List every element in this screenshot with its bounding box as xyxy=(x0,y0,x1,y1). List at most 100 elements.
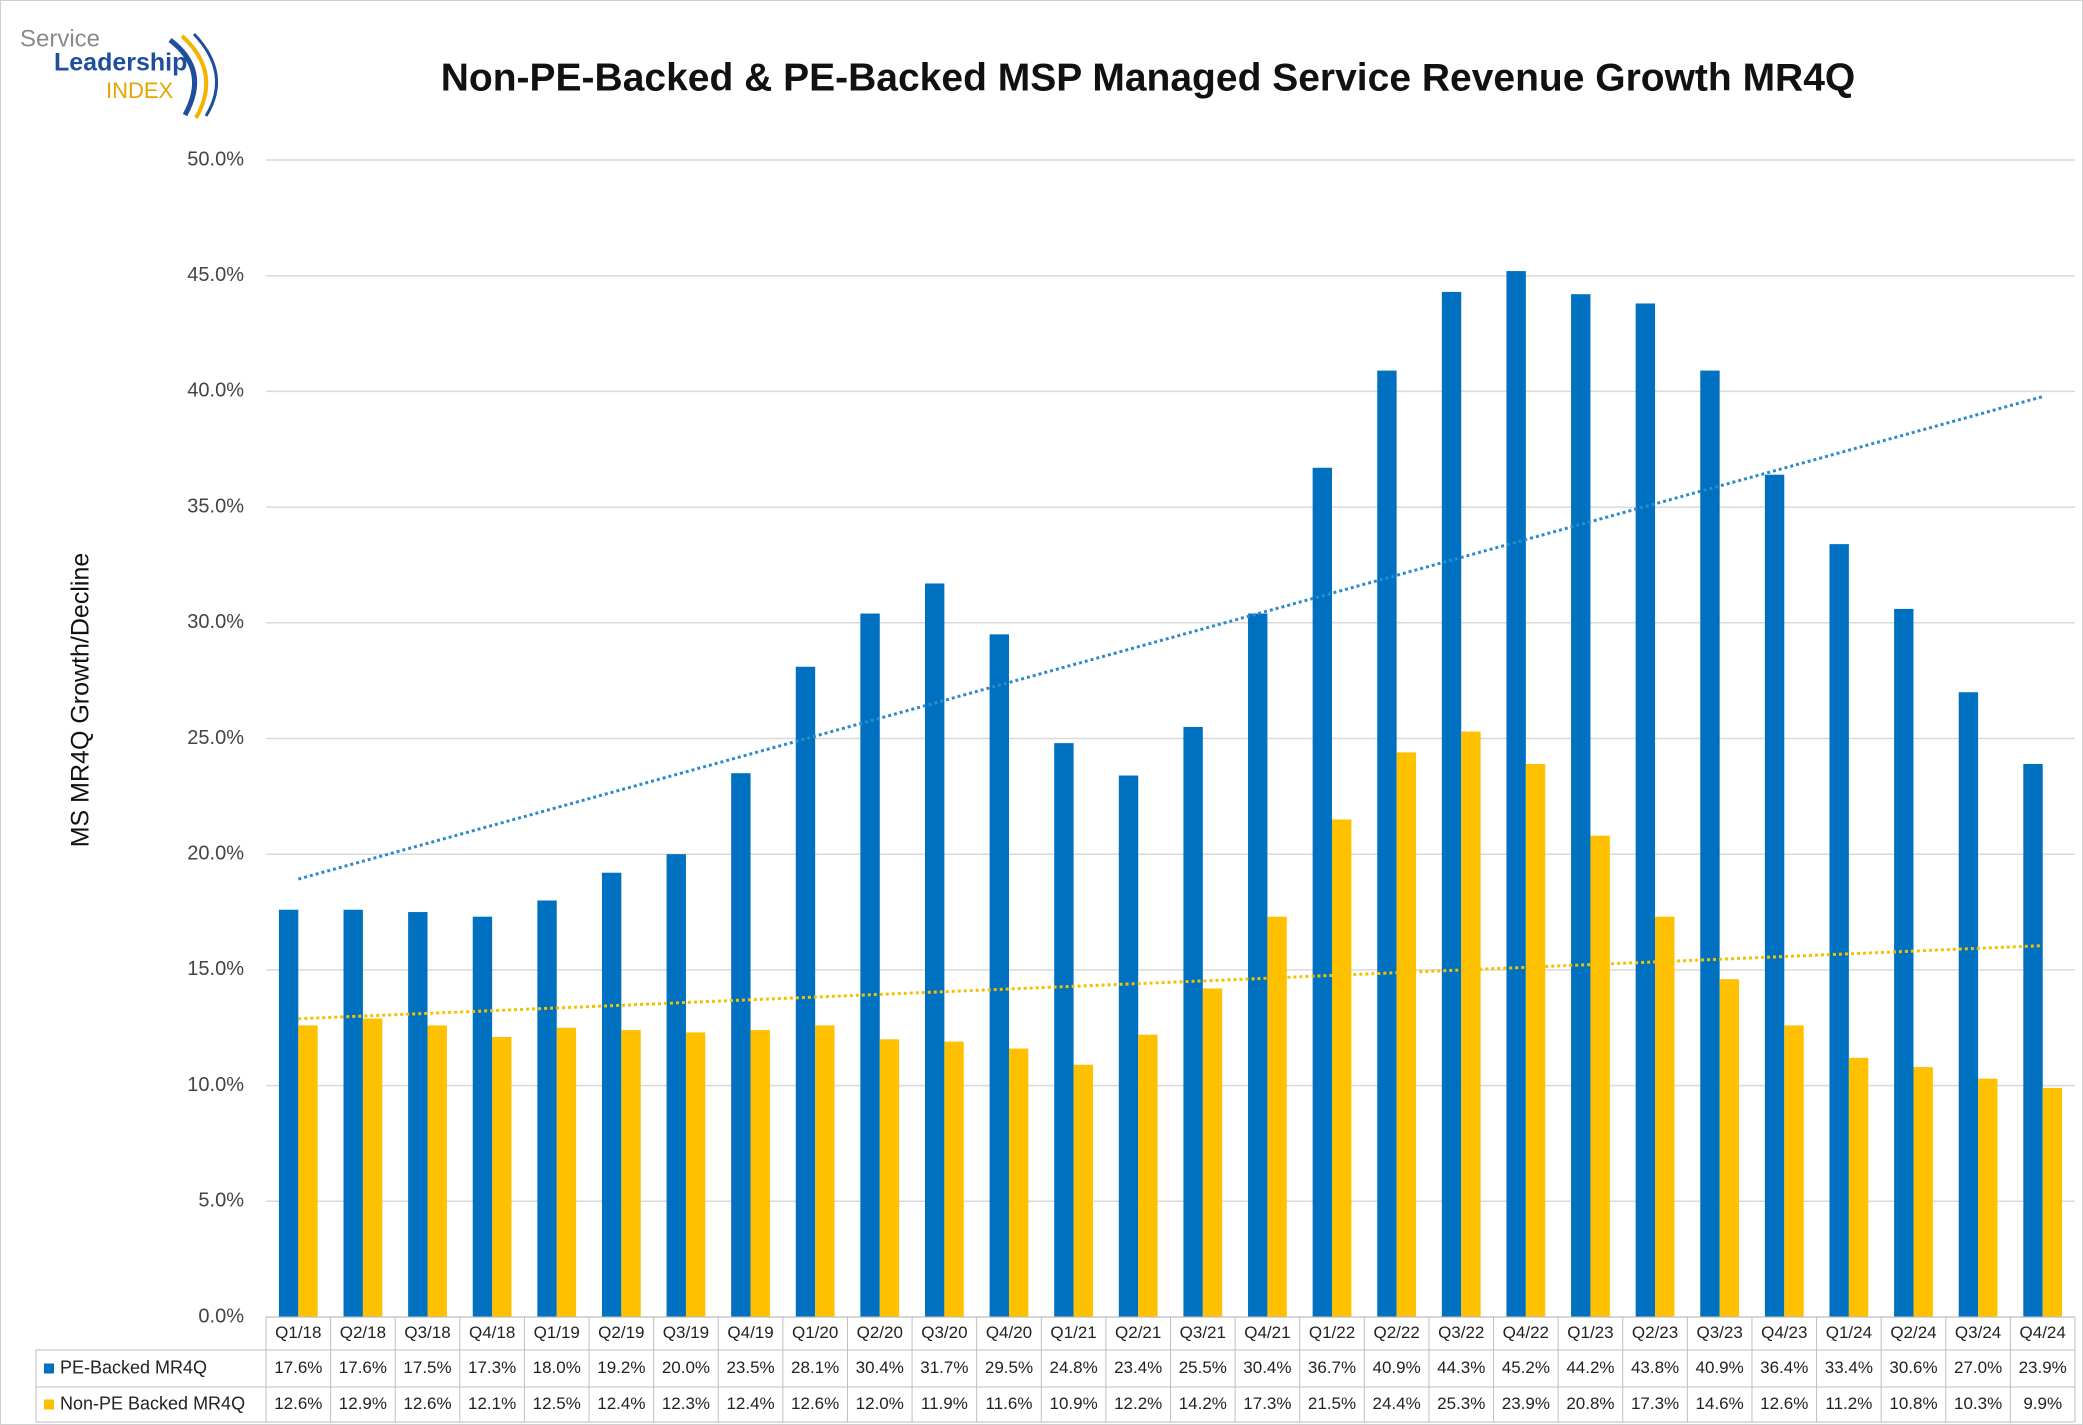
table-value: 30.6% xyxy=(1889,1358,1937,1377)
logo-text: INDEX xyxy=(106,78,174,103)
table-value: 12.3% xyxy=(662,1394,710,1413)
y-tick-label: 25.0% xyxy=(187,727,244,749)
bar xyxy=(1784,1025,1804,1317)
bar xyxy=(1894,608,1914,1317)
table-value: 11.9% xyxy=(921,1394,968,1413)
bar xyxy=(1118,775,1139,1317)
table-value: 17.3% xyxy=(1243,1394,1291,1413)
legend-swatch xyxy=(44,1399,54,1410)
x-tick-label: Q4/22 xyxy=(1503,1323,1549,1342)
table-value: 24.4% xyxy=(1373,1394,1421,1413)
x-tick-label: Q2/21 xyxy=(1115,1323,1161,1342)
table-value: 33.4% xyxy=(1825,1358,1873,1377)
bar xyxy=(1764,474,1785,1318)
bar xyxy=(1700,370,1720,1318)
table-value: 36.7% xyxy=(1308,1358,1356,1377)
table-value: 12.5% xyxy=(533,1394,581,1413)
bar xyxy=(1978,1078,1998,1317)
table-value: 40.9% xyxy=(1373,1358,1421,1377)
x-tick-label: Q2/23 xyxy=(1632,1323,1678,1342)
table-value: 12.6% xyxy=(1760,1394,1808,1413)
table-value: 21.5% xyxy=(1308,1394,1356,1413)
table-value: 12.4% xyxy=(597,1394,645,1413)
table-value: 17.3% xyxy=(468,1358,516,1377)
x-tick-label: Q4/18 xyxy=(469,1323,515,1342)
bar xyxy=(879,1039,900,1317)
bar xyxy=(1635,303,1656,1317)
bar xyxy=(1396,752,1417,1317)
table-value: 23.5% xyxy=(726,1358,774,1377)
bar xyxy=(278,909,299,1317)
bar xyxy=(924,583,945,1317)
y-axis-label: MS MR4Q Growth/Decline xyxy=(67,553,95,848)
bar xyxy=(1719,979,1740,1317)
table-value: 31.7% xyxy=(920,1358,968,1377)
bar xyxy=(1312,467,1333,1318)
bar xyxy=(472,916,493,1317)
bar xyxy=(1267,916,1287,1317)
bar xyxy=(1525,763,1546,1317)
table-value: 17.6% xyxy=(274,1358,322,1377)
y-tick-label: 20.0% xyxy=(187,842,244,864)
x-tick-label: Q1/23 xyxy=(1567,1323,1613,1342)
x-tick-label: Q1/22 xyxy=(1309,1323,1355,1342)
bar xyxy=(1073,1064,1093,1317)
x-tick-label: Q1/18 xyxy=(275,1323,321,1342)
table-value: 40.9% xyxy=(1696,1358,1744,1377)
bar xyxy=(408,912,428,1317)
bar xyxy=(1054,743,1074,1317)
bar xyxy=(1571,294,1591,1317)
x-tick-label: Q3/18 xyxy=(404,1323,450,1342)
x-tick-label: Q1/20 xyxy=(792,1323,838,1342)
table-value: 11.6% xyxy=(986,1394,1033,1413)
bar xyxy=(427,1025,447,1317)
bar xyxy=(944,1041,964,1317)
y-tick-label: 30.0% xyxy=(187,611,244,633)
x-tick-label: Q2/22 xyxy=(1373,1323,1419,1342)
bar xyxy=(298,1025,318,1317)
table-value: 28.1% xyxy=(791,1358,839,1377)
x-tick-label: Q2/24 xyxy=(1890,1323,1936,1342)
table-value: 17.5% xyxy=(403,1358,451,1377)
logo: Service Leadership INDEX xyxy=(20,25,219,119)
table-value: 10.8% xyxy=(1889,1394,1937,1413)
bar xyxy=(1829,544,1849,1317)
x-tick-label: Q2/20 xyxy=(857,1323,903,1342)
table-value: 25.3% xyxy=(1437,1394,1485,1413)
bar xyxy=(1506,271,1526,1317)
y-tick-label: 15.0% xyxy=(187,958,244,980)
bar xyxy=(731,773,751,1317)
table-value: 27.0% xyxy=(1954,1358,2002,1377)
bar xyxy=(815,1025,835,1317)
table-value: 12.6% xyxy=(274,1394,322,1413)
x-tick-label: Q2/18 xyxy=(340,1323,386,1342)
x-tick-label: Q1/19 xyxy=(534,1323,580,1342)
x-tick-label: Q4/24 xyxy=(2020,1323,2066,1342)
bar xyxy=(1590,835,1610,1317)
bar xyxy=(2042,1087,2063,1317)
bar xyxy=(1461,731,1481,1317)
bar xyxy=(1202,988,1223,1317)
bar xyxy=(2023,763,2043,1317)
legend-swatch xyxy=(44,1363,54,1374)
x-tick-label: Q4/23 xyxy=(1761,1323,1807,1342)
trendline xyxy=(297,395,2044,881)
x-tick-label: Q4/20 xyxy=(986,1323,1032,1342)
table-value: 10.9% xyxy=(1049,1394,1097,1413)
x-tick-label: Q4/19 xyxy=(727,1323,773,1342)
table-value: 12.4% xyxy=(726,1394,774,1413)
bar xyxy=(601,872,622,1317)
y-tick-label: 35.0% xyxy=(187,495,244,517)
bar xyxy=(1913,1067,1933,1317)
bar xyxy=(343,909,363,1317)
x-tick-label: Q4/21 xyxy=(1244,1323,1290,1342)
table-value: 12.6% xyxy=(791,1394,839,1413)
table-value: 23.9% xyxy=(1502,1394,1550,1413)
bar xyxy=(795,666,816,1317)
table-value: 11.2% xyxy=(1825,1394,1872,1413)
bar xyxy=(1441,291,1462,1318)
bar xyxy=(1183,726,1203,1317)
bar xyxy=(1848,1057,1869,1317)
bar xyxy=(1332,819,1352,1317)
